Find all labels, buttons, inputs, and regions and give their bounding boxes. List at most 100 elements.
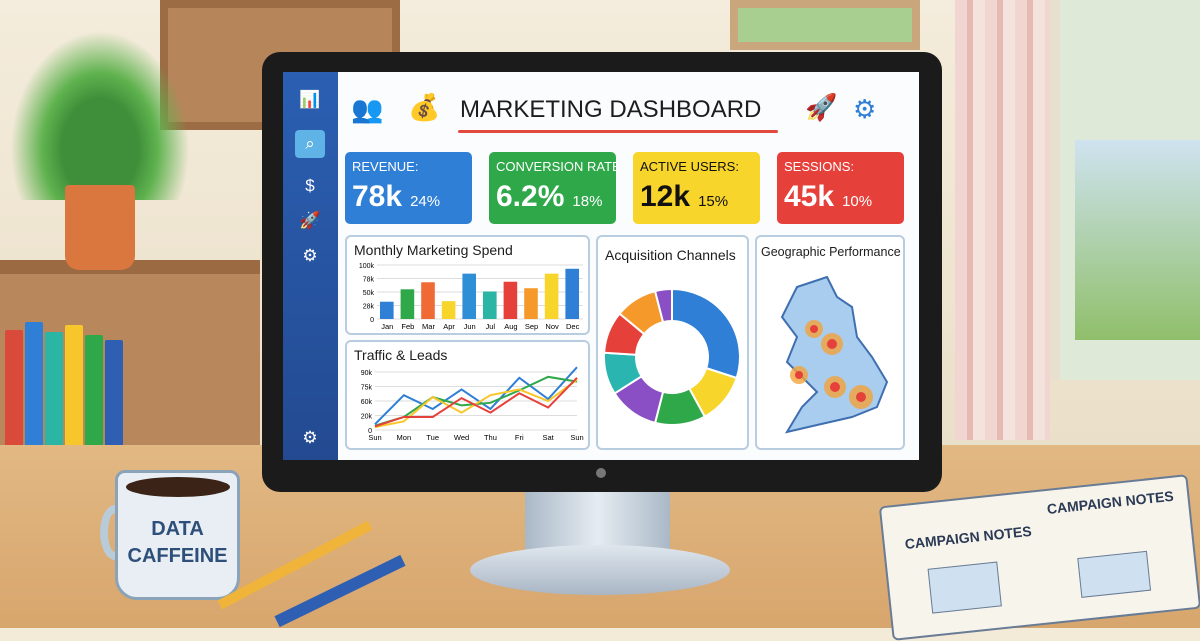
x-tick-label: Mon bbox=[397, 433, 412, 442]
uk-heat-map bbox=[780, 275, 889, 434]
y-tick-label: 28k bbox=[363, 304, 375, 311]
monitor-stand bbox=[525, 485, 670, 555]
rocket-icon[interactable]: 🚀 bbox=[299, 211, 321, 230]
mug-text: CAFFEINE bbox=[127, 545, 228, 567]
y-tick-label: 50k bbox=[363, 290, 375, 297]
series-line bbox=[374, 366, 578, 425]
title-underline bbox=[458, 130, 778, 133]
x-tick-label: Fri bbox=[515, 433, 524, 442]
kpi-card[interactable]: SESSIONS: 45k 10% bbox=[777, 152, 904, 224]
sidebar: 📊 ⌕ $ 🚀 ⚙ ⚙ bbox=[283, 72, 338, 460]
kpi-card[interactable]: REVENUE: 78k 24% bbox=[345, 152, 472, 224]
panel-title: Geographic Performance bbox=[761, 245, 901, 259]
x-tick-label: Mar bbox=[422, 322, 435, 331]
x-tick-label: Aug bbox=[504, 322, 517, 331]
kpi-change: 24% bbox=[410, 193, 441, 210]
donut-chart bbox=[603, 287, 741, 426]
plant-pot bbox=[65, 185, 135, 270]
bar bbox=[380, 301, 394, 319]
bar bbox=[483, 291, 497, 319]
coffee-mug: DATA CAFFEINE bbox=[115, 470, 240, 600]
notebook-heading: CAMPAIGN NOTES bbox=[904, 522, 1033, 553]
bar-chart: 0 28k 50k 78k 100k Jan Feb Mar Apr Jun Jul Aug Sep No… bbox=[359, 263, 583, 331]
kpi-label: REVENUE: bbox=[352, 159, 419, 174]
kpi-value: 12k bbox=[640, 180, 691, 213]
panel-title: Traffic & Leads bbox=[354, 347, 448, 363]
users-icon: 👥 bbox=[351, 94, 384, 124]
x-tick-label: Apr bbox=[443, 322, 455, 331]
x-tick-label: Jan bbox=[381, 322, 393, 331]
y-tick-label: 75k bbox=[361, 385, 373, 392]
line-chart: 0 20k 60k 75k 90k Sun Mon Tue Wed Thu Fri Sat Sun bbox=[361, 366, 584, 442]
x-tick-label: Jun bbox=[464, 322, 476, 331]
bar bbox=[503, 281, 518, 319]
donut-slice bbox=[671, 287, 741, 380]
kpi-change: 18% bbox=[572, 193, 603, 210]
y-tick-label: 20k bbox=[361, 414, 373, 421]
page-title: MARKETING DASHBOARD bbox=[460, 96, 762, 123]
gears-icon[interactable]: ⚙ bbox=[302, 246, 318, 265]
notebook-chart-sketch bbox=[1077, 550, 1152, 598]
monitor-camera bbox=[596, 468, 606, 478]
y-tick-label: 60k bbox=[361, 399, 373, 406]
panel-title: Acquisition Channels bbox=[605, 247, 736, 263]
panel-monthly-spend: Monthly Marketing Spend 0 28k 50k 78k 100k Ja… bbox=[345, 235, 590, 335]
y-tick-label: 0 bbox=[368, 428, 372, 435]
fern-plant bbox=[10, 30, 190, 200]
gears-icon: ⚙ bbox=[853, 94, 877, 124]
bar-chart-icon[interactable]: 📊 bbox=[299, 90, 321, 109]
donut-slice bbox=[653, 287, 673, 324]
y-tick-label: 0 bbox=[370, 317, 374, 324]
bar bbox=[544, 273, 559, 319]
x-tick-label: Jul bbox=[486, 322, 496, 331]
y-tick-label: 78k bbox=[363, 277, 375, 284]
y-tick-label: 90k bbox=[361, 370, 373, 377]
kpi-change: 10% bbox=[842, 193, 873, 210]
x-tick-label: Wed bbox=[454, 433, 469, 442]
kpi-card[interactable]: ACTIVE USERS: 12k 15% bbox=[633, 152, 760, 224]
mug-text: DATA bbox=[151, 518, 204, 540]
notebook-heading: CAMPAIGN NOTES bbox=[1046, 487, 1175, 517]
rocket-icon: 🚀 bbox=[805, 92, 838, 122]
x-tick-label: Sun bbox=[570, 433, 583, 442]
bar bbox=[462, 273, 476, 319]
wall-picture bbox=[730, 0, 920, 50]
kpi-value: 45k bbox=[784, 180, 835, 213]
x-tick-label: Sep bbox=[525, 322, 538, 331]
y-tick-label: 100k bbox=[359, 263, 375, 270]
kpi-card[interactable]: CONVERSION RATE: 6.2% 18% bbox=[489, 152, 616, 224]
bar bbox=[524, 288, 538, 319]
bookshelf bbox=[0, 260, 260, 450]
kpi-label: SESSIONS: bbox=[784, 159, 855, 174]
x-tick-label: Sat bbox=[543, 433, 555, 442]
bar bbox=[565, 268, 579, 319]
kpi-label: ACTIVE USERS: bbox=[640, 159, 739, 174]
series-line bbox=[374, 377, 578, 428]
panel-title: Monthly Marketing Spend bbox=[354, 242, 513, 258]
dashboard-screen: 📊 ⌕ $ 🚀 ⚙ ⚙ 👥 💰 MARKETING DASHBOARD 🚀 ⚙ … bbox=[283, 72, 919, 460]
money-bag-icon[interactable]: $ bbox=[305, 176, 315, 195]
bar bbox=[400, 289, 415, 319]
kpi-value: 78k bbox=[352, 180, 403, 213]
window bbox=[1050, 0, 1200, 380]
panel-geographic-performance: Geographic Performance bbox=[755, 235, 905, 450]
money-bag-icon: 💰 bbox=[408, 92, 441, 122]
search-icon[interactable]: ⌕ bbox=[295, 130, 325, 158]
panel-traffic-leads: Traffic & Leads 0 20k 60k 75k 90k Sun Mon Tue We… bbox=[345, 340, 590, 450]
kpi-change: 15% bbox=[698, 193, 729, 210]
settings-icon[interactable]: ⚙ bbox=[302, 428, 318, 447]
curtain bbox=[955, 0, 1050, 440]
panel-acquisition-channels: Acquisition Channels bbox=[596, 235, 749, 450]
x-tick-label: Sun bbox=[368, 433, 381, 442]
x-tick-label: Thu bbox=[484, 433, 497, 442]
bar bbox=[421, 282, 435, 319]
x-tick-label: Feb bbox=[401, 322, 414, 331]
x-tick-label: Nov bbox=[545, 322, 559, 331]
x-tick-label: Dec bbox=[566, 322, 580, 331]
kpi-label: CONVERSION RATE: bbox=[496, 159, 616, 174]
kpi-value: 6.2% bbox=[496, 180, 565, 213]
heat-spots bbox=[790, 320, 873, 409]
monitor-base bbox=[470, 545, 730, 595]
notebook-chart-sketch bbox=[927, 561, 1002, 614]
bar bbox=[441, 301, 456, 319]
